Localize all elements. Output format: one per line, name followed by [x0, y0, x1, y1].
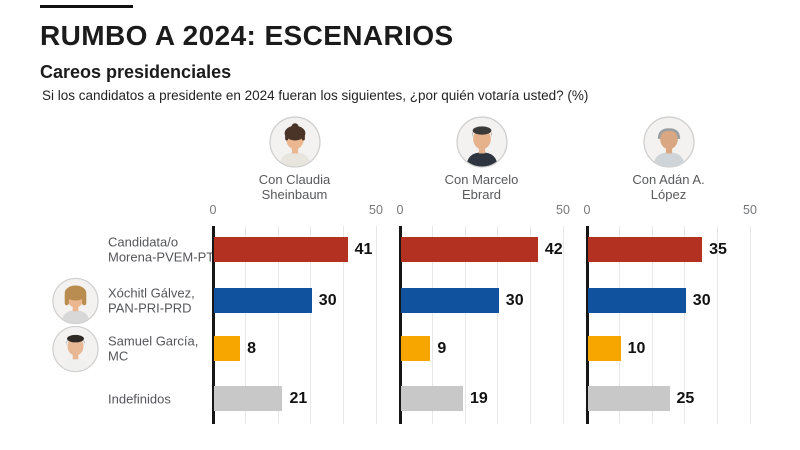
scenario-title: Con Adán A. López: [587, 172, 750, 202]
bar-value-label: 8: [247, 340, 256, 357]
category-label-line1: Samuel García,: [108, 333, 199, 348]
gridline: [245, 226, 247, 424]
scenario-title: Con Marcelo Ebrard: [400, 172, 563, 202]
bar: [401, 336, 431, 361]
plot-area: 42 30 9 19: [399, 226, 568, 424]
axis-tick-50: 50: [556, 203, 570, 217]
top-rule: [40, 5, 133, 8]
adan-a-lopez-photo: [642, 116, 695, 168]
gridline: [464, 226, 466, 424]
scenario-title-line: Sheinbaum: [261, 187, 328, 202]
gridline: [749, 226, 751, 424]
scenario-title-line: Ebrard: [461, 187, 502, 202]
bar-value-label: 25: [676, 390, 695, 407]
category-label-line2: Morena-PVEM-PT: [108, 249, 215, 265]
category-label: Xóchitl Gálvez, PAN-PRI-PRD: [108, 285, 195, 316]
gridline: [716, 226, 718, 424]
bar: [588, 386, 670, 411]
claudia-sheinbaum-photo: [268, 116, 321, 168]
gridline: [497, 226, 499, 424]
bar: [214, 386, 283, 411]
bar-value-label: 30: [505, 292, 524, 309]
bar: [588, 336, 621, 361]
plot-area: 41 30 8 21: [212, 226, 381, 424]
scenario-title-line: Con Adán A.: [632, 172, 705, 187]
xochitl-galvez-photo: [52, 277, 99, 324]
gridline: [277, 226, 279, 424]
gridline: [651, 226, 653, 424]
bar-value-label: 9: [437, 340, 447, 357]
gridline: [432, 226, 434, 424]
scenario-title-line: Con Marcelo: [444, 172, 519, 187]
gridline: [684, 226, 686, 424]
category-label-line1: Indefinidos: [108, 390, 171, 406]
bar: [214, 336, 241, 361]
category-label-line1: Xóchitl Gálvez,: [108, 285, 195, 300]
bar: [214, 237, 348, 262]
bar-value-label: 21: [289, 390, 308, 407]
plot-area: 35 30 10 25: [586, 226, 755, 424]
scenario-panel: Con Adán A. López 0 50 35 30 10 25: [584, 110, 767, 440]
scenario-title-line: López: [650, 187, 687, 202]
category-label-line2: PAN-PRI-PRD: [108, 300, 192, 316]
y-axis-line: [399, 226, 402, 424]
bar: [214, 288, 312, 313]
samuel-garcia-photo: [52, 325, 99, 372]
page-title: RUMBO A 2024: ESCENARIOS: [40, 20, 454, 51]
axis-tick-0: 0: [209, 203, 217, 217]
gridline: [529, 226, 531, 424]
category-label-line2: MC: [108, 348, 129, 364]
page-subtitle: Careos presidenciales: [40, 62, 232, 82]
bar-value-label: 19: [469, 390, 488, 407]
bar: [401, 288, 499, 313]
axis-tick-50: 50: [743, 203, 757, 217]
scenario-title: Con Claudia Sheinbaum: [213, 172, 376, 202]
gridline: [342, 226, 344, 424]
marcelo-ebrard-photo: [455, 116, 508, 168]
bar-value-label: 35: [709, 241, 727, 258]
bar: [401, 386, 463, 411]
category-label: Indefinidos: [108, 391, 171, 407]
gridline: [562, 226, 564, 424]
bar: [588, 237, 703, 262]
category-labels: Candidata/o Morena-PVEM-PT Xóchitl Gálvez…: [0, 226, 214, 424]
bar-value-label: 30: [318, 292, 337, 309]
scenario-panel: Con Claudia Sheinbaum 0 50 41 30 8 21: [210, 110, 393, 440]
bar-value-label: 10: [627, 340, 646, 357]
bar-value-label: 42: [544, 241, 563, 258]
gridline: [310, 226, 312, 424]
category-label: Samuel García, MC: [108, 333, 198, 364]
scenario-title-line: Con Claudia: [258, 172, 331, 187]
y-axis-line: [586, 226, 589, 424]
bar: [588, 288, 686, 313]
axis-tick-50: 50: [369, 203, 383, 217]
gridline: [375, 226, 377, 424]
category-label: Candidata/o Morena-PVEM-PT: [108, 234, 214, 265]
y-axis-line: [212, 226, 215, 424]
bar-value-label: 41: [354, 241, 373, 258]
survey-question: Si los candidatos a presidente en 2024 f…: [42, 88, 589, 103]
gridline: [619, 226, 621, 424]
scenario-panel: Con Marcelo Ebrard 0 50 42 30 9 19: [397, 110, 580, 440]
bar: [401, 237, 538, 262]
bar-value-label: 30: [692, 292, 711, 309]
axis-tick-0: 0: [396, 203, 404, 217]
axis-tick-0: 0: [583, 203, 591, 217]
category-label-line1: Candidata/o: [108, 234, 179, 249]
